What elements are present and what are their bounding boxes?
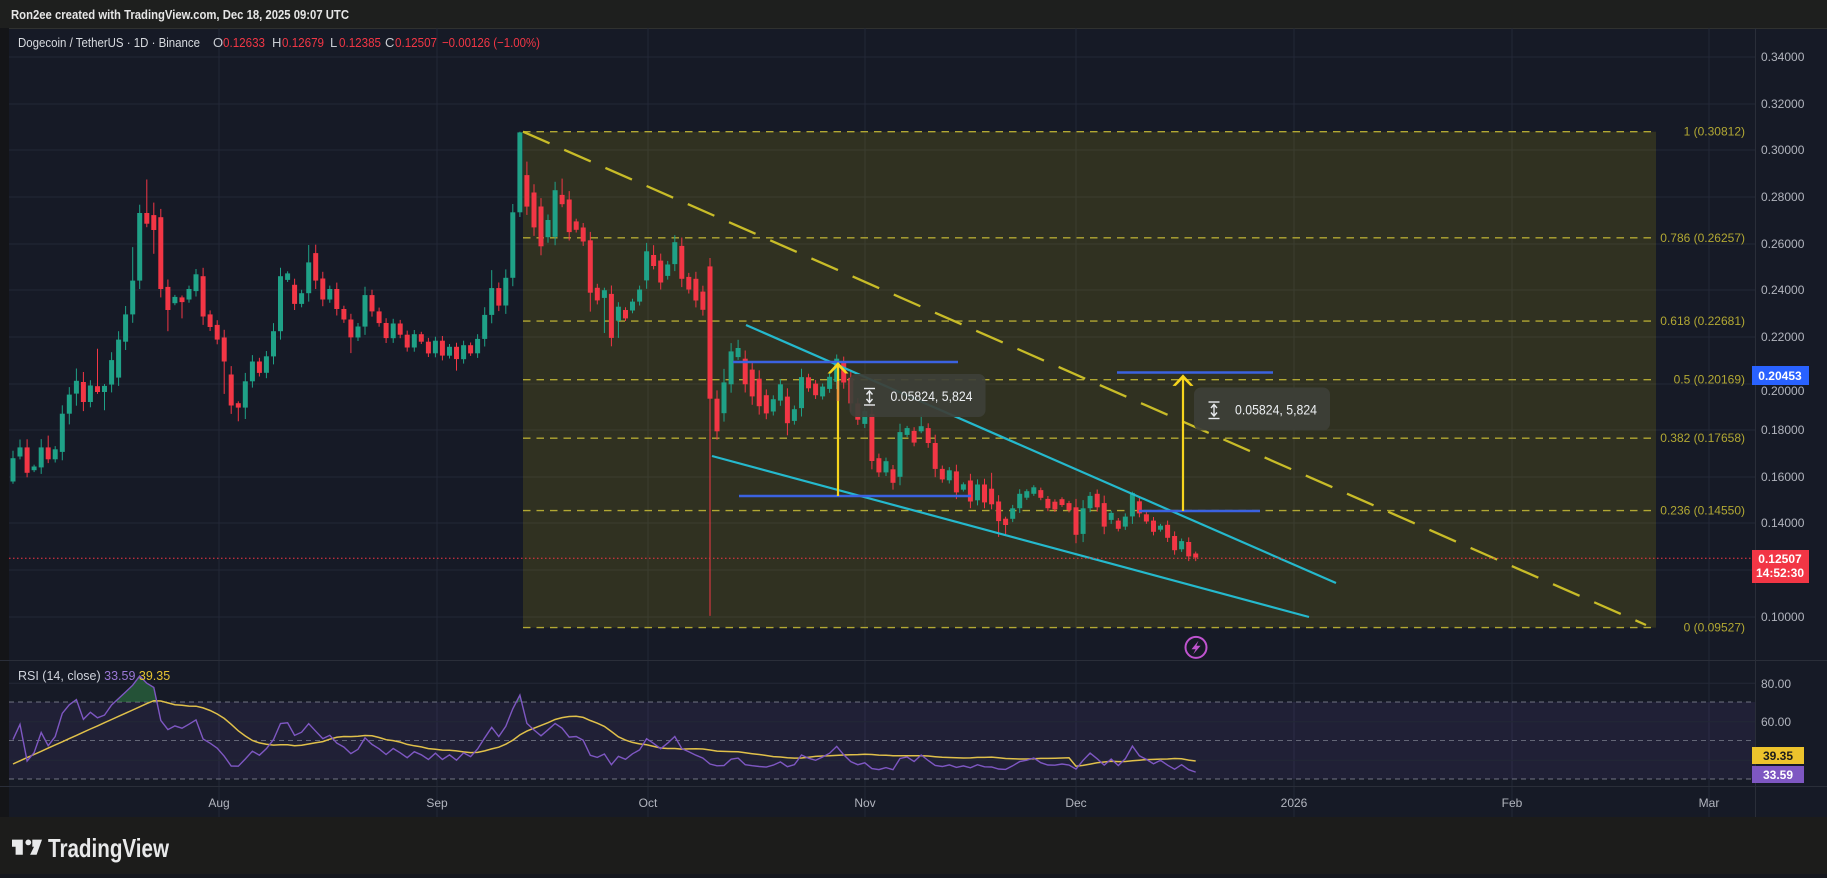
- svg-text:60.00: 60.00: [1761, 715, 1791, 729]
- svg-text:Dogecoin / TetherUS · 1D · Bin: Dogecoin / TetherUS · 1D · Binance: [18, 35, 200, 50]
- svg-text:0.05824, 5,824: 0.05824, 5,824: [891, 388, 973, 404]
- svg-text:−0.00126 (−1.00%): −0.00126 (−1.00%): [442, 35, 540, 50]
- svg-text:1 (0.30812): 1 (0.30812): [1684, 125, 1745, 139]
- svg-text:Feb: Feb: [1502, 796, 1523, 810]
- svg-text:14:52:30: 14:52:30: [1756, 566, 1804, 580]
- svg-text:TradingView: TradingView: [48, 833, 170, 863]
- svg-text:0.12507: 0.12507: [395, 35, 437, 50]
- svg-text:0.12633: 0.12633: [223, 35, 265, 50]
- svg-text:0.12507: 0.12507: [1758, 552, 1802, 566]
- svg-text:L: L: [330, 35, 337, 50]
- svg-text:2026: 2026: [1281, 796, 1308, 810]
- svg-text:O: O: [213, 35, 223, 50]
- svg-text:0 (0.09527): 0 (0.09527): [1684, 621, 1745, 635]
- svg-text:33.59: 33.59: [1763, 768, 1793, 782]
- svg-text:0.10000: 0.10000: [1761, 610, 1805, 624]
- svg-text:0.18000: 0.18000: [1761, 423, 1805, 437]
- svg-text:0.24000: 0.24000: [1761, 283, 1805, 297]
- svg-text:0.12385: 0.12385: [339, 35, 381, 50]
- svg-text:0.22000: 0.22000: [1761, 330, 1805, 344]
- svg-text:39.35: 39.35: [1763, 749, 1793, 763]
- svg-text:0.236 (0.14550): 0.236 (0.14550): [1660, 504, 1745, 518]
- svg-text:0.20453: 0.20453: [1758, 369, 1802, 383]
- svg-text:0.28000: 0.28000: [1761, 190, 1805, 204]
- svg-text:0.32000: 0.32000: [1761, 97, 1805, 111]
- svg-text:Nov: Nov: [854, 796, 875, 810]
- svg-text:0.12679: 0.12679: [282, 35, 324, 50]
- svg-text:H: H: [272, 35, 281, 50]
- svg-text:0.16000: 0.16000: [1761, 470, 1805, 484]
- svg-text:0.26000: 0.26000: [1761, 237, 1805, 251]
- svg-text:Ron2ee created with TradingVie: Ron2ee created with TradingView.com, Dec…: [11, 7, 350, 22]
- svg-text:0.34000: 0.34000: [1761, 50, 1805, 64]
- svg-text:0.786 (0.26257): 0.786 (0.26257): [1660, 231, 1745, 245]
- svg-text:Aug: Aug: [208, 796, 229, 810]
- svg-text:0.30000: 0.30000: [1761, 143, 1805, 157]
- svg-text:Oct: Oct: [639, 796, 658, 810]
- svg-text:Sep: Sep: [426, 796, 448, 810]
- svg-text:0.05824, 5,824: 0.05824, 5,824: [1235, 402, 1317, 418]
- svg-text:0.618 (0.22681): 0.618 (0.22681): [1660, 314, 1745, 328]
- svg-text:RSI (14, close) 33.59 39.35: RSI (14, close) 33.59 39.35: [18, 669, 170, 683]
- svg-text:C: C: [385, 35, 394, 50]
- svg-text:0.14000: 0.14000: [1761, 516, 1805, 530]
- svg-text:0.5 (0.20169): 0.5 (0.20169): [1674, 373, 1745, 387]
- svg-text:80.00: 80.00: [1761, 677, 1791, 691]
- svg-text:0.382 (0.17658): 0.382 (0.17658): [1660, 431, 1745, 445]
- svg-text:Dec: Dec: [1065, 796, 1086, 810]
- svg-text:Mar: Mar: [1699, 796, 1720, 810]
- svg-text:0.20000: 0.20000: [1761, 384, 1805, 398]
